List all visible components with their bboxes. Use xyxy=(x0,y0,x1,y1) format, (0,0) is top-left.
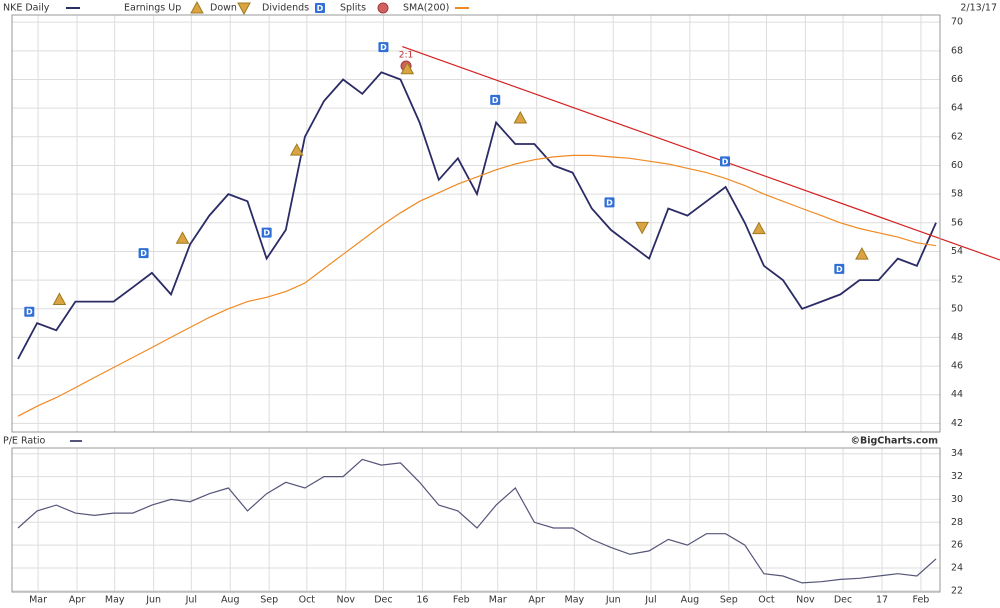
split-label: 2:1 xyxy=(399,50,413,60)
x-tick-label: Jul xyxy=(185,595,197,606)
event-icon xyxy=(261,227,272,238)
x-tick-label: Aug xyxy=(221,595,240,606)
x-tick-label: May xyxy=(565,595,585,606)
plot-frame xyxy=(11,447,941,593)
event-icon xyxy=(400,61,415,75)
event-icon-symbol: D xyxy=(140,249,147,258)
y-tick-label: 22 xyxy=(951,585,963,596)
x-tick-label: Sep xyxy=(260,595,278,606)
series-line xyxy=(17,71,937,360)
y-tick-label: 50 xyxy=(951,303,963,314)
event-legend: Dividends xyxy=(262,3,309,14)
event-icon xyxy=(635,221,649,235)
x-tick-label: Sep xyxy=(720,595,738,606)
event-icon xyxy=(175,231,190,244)
date-label: 2/13/17 xyxy=(960,3,997,14)
event-icon-symbol: D xyxy=(263,229,270,238)
x-tick-label: Jul xyxy=(644,595,656,606)
x-tick-label: Apr xyxy=(528,595,545,606)
y-tick-label: 66 xyxy=(951,74,963,85)
y-tick-label: 28 xyxy=(951,517,963,528)
event-icon xyxy=(378,42,389,53)
x-tick-label: Oct xyxy=(299,595,316,606)
x-tick-label: Apr xyxy=(69,595,86,606)
event-icon xyxy=(834,263,845,274)
event-icon-symbol: D xyxy=(380,43,387,52)
event-icon xyxy=(855,247,869,260)
event-legend: Earnings Up xyxy=(124,3,181,14)
y-tick-label: 32 xyxy=(951,471,963,482)
event-icon-symbol: D xyxy=(26,308,33,317)
plot-frame xyxy=(11,14,941,433)
event-icon xyxy=(720,156,731,167)
series-legend: NKE Daily xyxy=(3,3,50,14)
x-tick-label: 17 xyxy=(876,595,888,606)
x-tick-label: Mar xyxy=(29,595,47,606)
legend-icon xyxy=(237,2,251,16)
x-tick-label: Dec xyxy=(834,595,852,606)
x-tick-label: Aug xyxy=(681,595,700,606)
y-tick-label: 46 xyxy=(951,361,963,372)
legend-icon xyxy=(377,2,389,14)
event-icon xyxy=(490,94,501,105)
event-legend: Splits xyxy=(340,3,366,14)
event-icon-symbol: D xyxy=(722,157,729,166)
legend-icon xyxy=(315,3,325,13)
series-line xyxy=(17,154,937,417)
trend-line xyxy=(402,45,1000,261)
event-icon-symbol: D xyxy=(606,198,613,207)
event-icon xyxy=(138,248,149,259)
y-tick-label: 70 xyxy=(951,17,963,28)
series-legend: SMA(200) xyxy=(403,3,449,14)
y-tick-label: 52 xyxy=(951,275,963,286)
legend-icon-symbol: D xyxy=(317,4,324,13)
event-icon xyxy=(24,306,35,317)
x-tick-label: 16 xyxy=(416,595,428,606)
y-tick-label: 58 xyxy=(951,189,963,200)
event-icon xyxy=(752,221,766,235)
event-icon-symbol: D xyxy=(836,265,843,274)
y-tick-label: 62 xyxy=(951,131,963,142)
x-tick-label: Feb xyxy=(453,595,470,606)
x-tick-label: Feb xyxy=(913,595,930,606)
x-tick-label: Jun xyxy=(145,595,161,606)
y-tick-label: 44 xyxy=(951,389,963,400)
y-tick-label: 54 xyxy=(951,246,963,257)
x-tick-label: May xyxy=(105,595,125,606)
y-tick-label: 56 xyxy=(951,217,963,228)
series-line xyxy=(17,458,937,584)
y-tick-label: 24 xyxy=(951,563,963,574)
y-tick-label: 42 xyxy=(951,418,963,429)
y-tick-label: 64 xyxy=(951,103,963,114)
x-tick-label: Nov xyxy=(336,595,355,606)
y-tick-label: 60 xyxy=(951,160,963,171)
event-legend: Down xyxy=(210,3,237,14)
x-tick-label: Mar xyxy=(489,595,507,606)
y-tick-label: 68 xyxy=(951,45,963,56)
legend-icon xyxy=(190,0,204,14)
event-icon-symbol: D xyxy=(492,96,499,105)
series-legend: P/E Ratio xyxy=(3,436,46,447)
credit: ©BigCharts.com xyxy=(851,436,939,447)
y-tick-label: 34 xyxy=(951,448,963,459)
y-tick-label: 48 xyxy=(951,332,963,343)
event-icon xyxy=(604,197,615,208)
event-icon xyxy=(513,110,528,124)
x-tick-label: Dec xyxy=(374,595,392,606)
x-tick-label: Jun xyxy=(605,595,621,606)
y-tick-label: 30 xyxy=(951,494,963,505)
event-icon xyxy=(52,292,67,305)
x-tick-label: Nov xyxy=(796,595,815,606)
event-icon xyxy=(289,143,304,156)
x-tick-label: Oct xyxy=(758,595,775,606)
y-tick-label: 26 xyxy=(951,540,963,551)
